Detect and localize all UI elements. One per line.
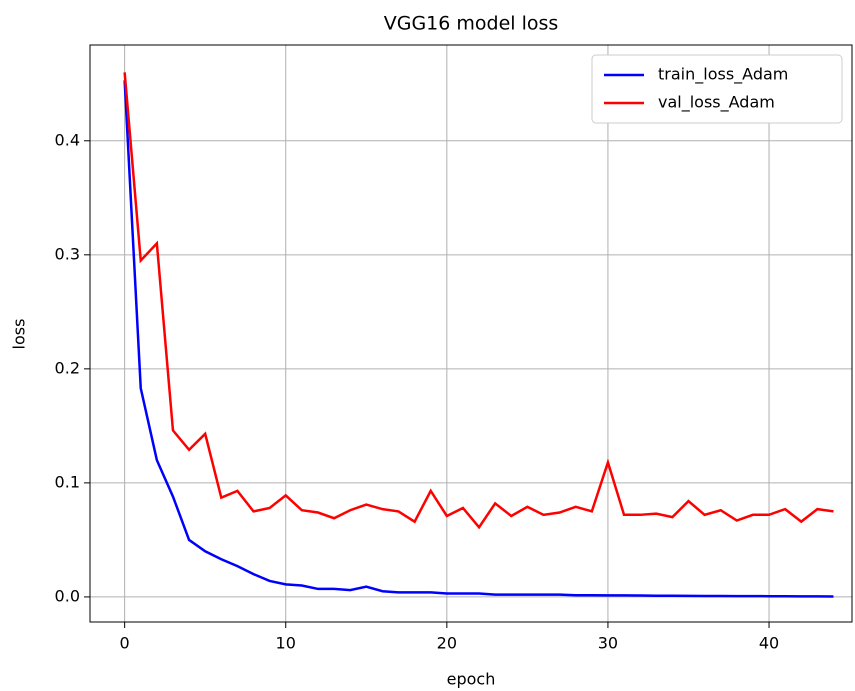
chart-title: VGG16 model loss bbox=[384, 13, 559, 35]
legend-box bbox=[591, 54, 843, 124]
y-tick-label: 0.0 bbox=[55, 586, 80, 605]
y-axis-label: loss bbox=[10, 319, 29, 350]
legend-label: train_loss_Adam bbox=[658, 65, 788, 85]
axes-frame bbox=[89, 44, 853, 623]
x-axis-label: epoch bbox=[447, 670, 496, 689]
x-tick-label: 30 bbox=[598, 634, 618, 653]
y-tick-label: 0.4 bbox=[55, 130, 80, 149]
x-tick-label: 10 bbox=[276, 634, 296, 653]
line-series bbox=[123, 80, 834, 598]
y-tick-label: 0.3 bbox=[55, 244, 80, 263]
y-tick-label: 0.2 bbox=[55, 358, 80, 377]
legend-label: val_loss_Adam bbox=[658, 93, 775, 113]
line-series bbox=[123, 72, 834, 530]
x-tick-label: 20 bbox=[437, 634, 457, 653]
x-tick-label: 0 bbox=[120, 634, 130, 653]
y-tick-label: 0.1 bbox=[55, 472, 80, 491]
x-tick-label: 40 bbox=[759, 634, 779, 653]
